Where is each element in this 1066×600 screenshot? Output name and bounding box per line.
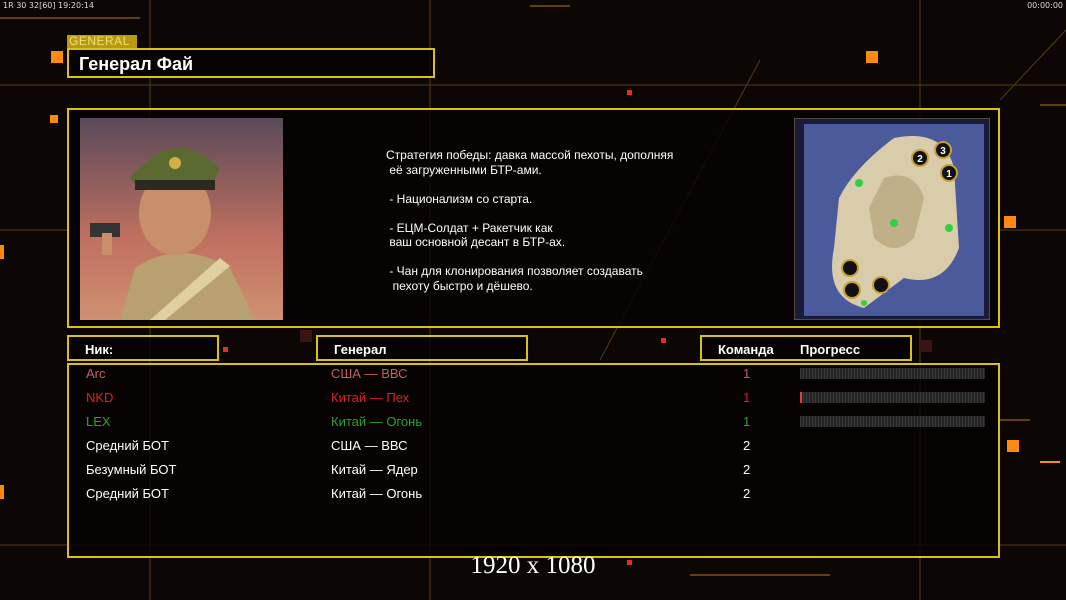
general-tag: GENERAL (67, 35, 137, 48)
player-general: США — ВВС (331, 438, 408, 453)
start-position-2[interactable]: 2 (917, 154, 923, 165)
player-nick: Средний БОТ (86, 438, 169, 453)
map-preview[interactable]: 1 2 3 (794, 118, 990, 320)
player-general: США — ВВС (331, 366, 408, 381)
player-general: Китай — Огонь (331, 414, 423, 429)
general-description: Стратегия победы: давка массой пехоты, д… (386, 148, 674, 293)
player-progress-bar (800, 392, 985, 403)
start-position-1[interactable]: 1 (946, 169, 952, 180)
player-general: Китай — Ядер (331, 462, 418, 477)
player-progress-bar (800, 416, 985, 427)
start-position-3[interactable]: 3 (940, 146, 946, 157)
player-team: 1 (743, 366, 751, 381)
player-general: Китай — Пех (331, 390, 410, 405)
player-nick: Средний БОТ (86, 486, 169, 501)
resolution-label: 1920 x 1080 (470, 552, 596, 579)
general-name-title: Генерал Фай (67, 48, 435, 78)
general-portrait (80, 118, 283, 320)
column-header-progress[interactable]: Прогресс (800, 342, 861, 357)
player-nick: Arc (86, 366, 106, 381)
column-header-team[interactable]: Команда (718, 342, 774, 357)
player-team: 2 (743, 462, 751, 477)
player-team: 2 (743, 486, 751, 501)
player-progress-bar (800, 368, 985, 379)
player-team: 2 (743, 438, 751, 453)
fps-counter: 1R 30 32[60] 19:20:14 (3, 1, 94, 10)
player-team: 1 (743, 414, 751, 429)
player-nick: Безумный БОТ (86, 462, 177, 477)
players-list-panel (67, 363, 1000, 558)
player-general: Китай — Огонь (331, 486, 423, 501)
player-nick: LEX (86, 414, 111, 429)
player-team: 1 (743, 390, 751, 405)
player-nick: NKD (86, 390, 114, 405)
progress-fill (800, 392, 802, 403)
column-header-team-progress: Команда Прогресс (700, 335, 912, 361)
column-header-nick[interactable]: Ник: (67, 335, 219, 361)
game-clock: 00:00:00 (1027, 1, 1063, 10)
column-header-general[interactable]: Генерал (316, 335, 528, 361)
